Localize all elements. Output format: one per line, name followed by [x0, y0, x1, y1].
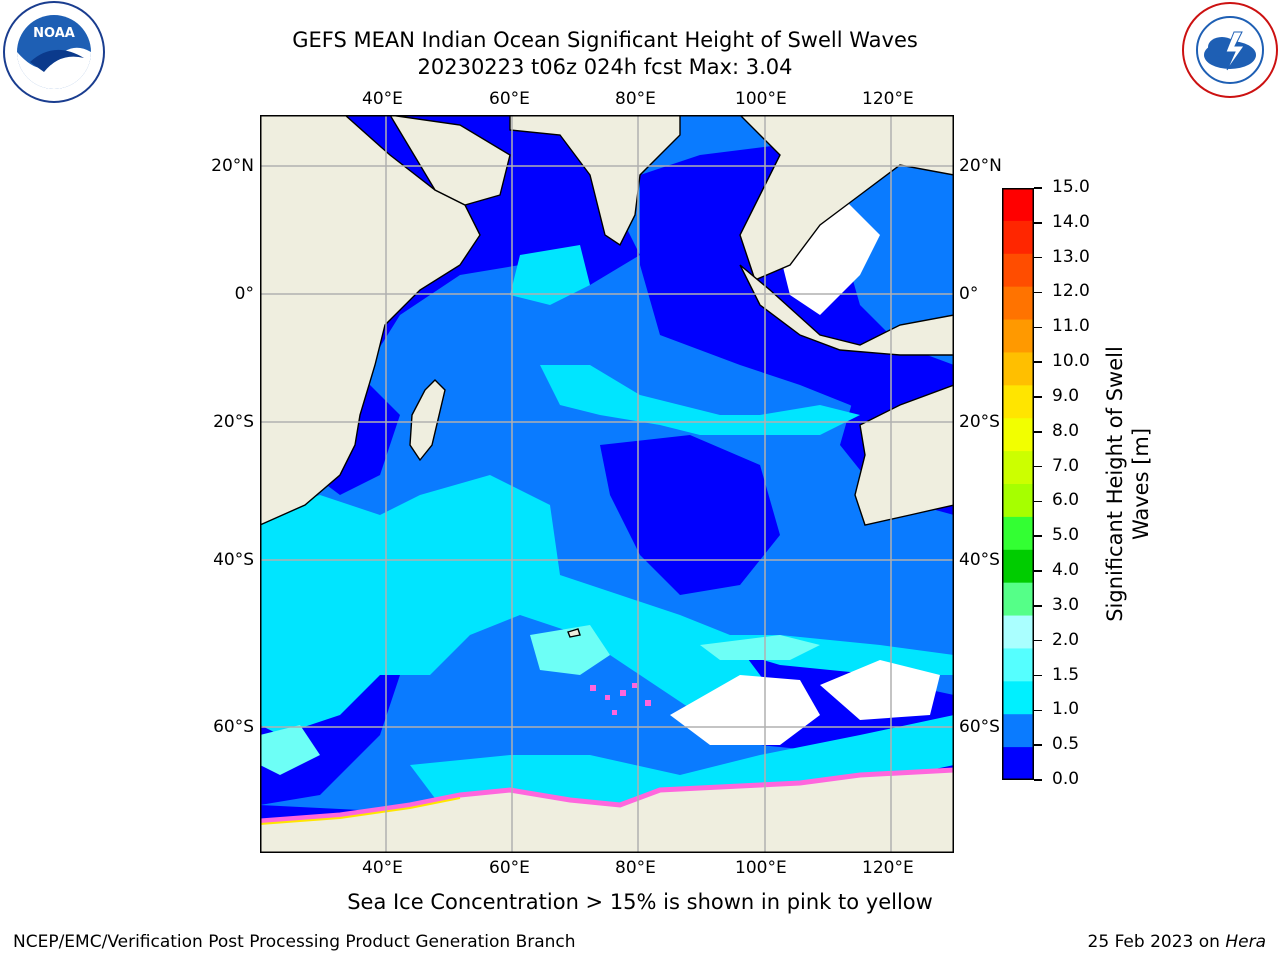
colorbar-tick-label: 11.0	[1052, 316, 1090, 337]
colorbar-tick-mark	[1034, 570, 1042, 572]
colorbar-swatch	[1002, 319, 1034, 353]
high-swell-patches	[260, 625, 820, 775]
colorbar-tick-label: 1.0	[1052, 699, 1080, 720]
colorbar-swatch	[1002, 549, 1034, 584]
lon-label-top-100e: 100°E	[735, 89, 787, 109]
sea-ice-note: Sea Ice Concentration > 15% is shown in …	[347, 890, 933, 914]
colorbar-tick-label: 5.0	[1052, 525, 1080, 546]
colorbar-swatch	[1002, 648, 1034, 682]
lon-label-top-60e: 60°E	[489, 89, 530, 109]
lat-label-left-20n: 20°N	[211, 156, 254, 176]
swell-height-map	[260, 115, 954, 853]
colorbar-tick-mark	[1034, 535, 1042, 537]
colorbar-tick-mark	[1034, 396, 1042, 398]
colorbar-swatch	[1002, 615, 1034, 649]
colorbar-tick-label: 9.0	[1052, 385, 1080, 406]
colorbar-tick-mark	[1034, 779, 1042, 781]
sea-ice-edge	[260, 767, 954, 824]
colorbar-swatch	[1002, 451, 1034, 485]
lat-label-left-0: 0°	[234, 284, 254, 304]
lon-label-bottom-100e: 100°E	[735, 858, 787, 878]
colorbar-tick-mark	[1034, 222, 1042, 224]
noaa-logo-text: NOAA	[33, 26, 75, 41]
colorbar-swatch	[1002, 220, 1034, 255]
colorbar-tick-mark	[1034, 291, 1042, 294]
colorbar-tick-mark	[1034, 709, 1042, 712]
lon-label-bottom-40e: 40°E	[362, 858, 403, 878]
colorbar-tick-label: 15.0	[1052, 177, 1090, 197]
colorbar	[1002, 188, 1034, 780]
colorbar-tick-label: 2.0	[1052, 629, 1080, 650]
sea-ice-patches	[590, 683, 651, 715]
colorbar-tick-mark	[1034, 187, 1042, 189]
sea-ice-edge-yellow	[260, 797, 461, 825]
colorbar-tick-mark	[1034, 674, 1042, 677]
colorbar-swatch	[1002, 253, 1034, 288]
forecast-subtitle: 20230223 t06z 024h fcst Max: 3.04	[417, 55, 793, 79]
colorbar-swatch	[1002, 385, 1034, 419]
lon-label-bottom-60e: 60°E	[489, 858, 530, 878]
footer-date: 25 Feb 2023 on Hera	[1087, 932, 1266, 952]
lat-label-left-20s: 20°S	[213, 412, 254, 432]
colorbar-tick-label: 3.0	[1052, 594, 1080, 615]
lon-label-bottom-120e: 120°E	[862, 858, 914, 878]
colorbar-tick-label: 13.0	[1052, 246, 1090, 267]
map-title: GEFS MEAN Indian Ocean Significant Heigh…	[292, 28, 918, 52]
colorbar-tick-label: 0.5	[1052, 734, 1080, 755]
colorbar-swatch	[1002, 352, 1034, 386]
colorbar-tick-mark	[1034, 256, 1042, 259]
map-border	[260, 115, 954, 853]
colorbar-tick-mark	[1034, 361, 1042, 363]
colorbar-tick-mark	[1034, 431, 1042, 433]
colorbar-tick-mark	[1034, 500, 1042, 503]
colorbar-tick-label: 8.0	[1052, 420, 1080, 441]
lat-label-right-0: 0°	[959, 284, 979, 304]
colorbar-swatch	[1002, 582, 1034, 617]
lon-label-top-120e: 120°E	[862, 89, 914, 109]
lat-label-right-20s: 20°S	[959, 412, 1000, 432]
colorbar-tick-mark	[1034, 744, 1042, 746]
colorbar-tick-label: 10.0	[1052, 351, 1090, 372]
colorbar-swatch	[1002, 188, 1034, 222]
lon-label-top-80e: 80°E	[615, 89, 656, 109]
footer-credit: NCEP/EMC/Verification Post Processing Pr…	[13, 932, 576, 952]
footer-host: Hera	[1225, 932, 1266, 952]
colorbar-tick-label: 4.0	[1052, 560, 1080, 581]
colorbar-tick-label: 1.5	[1052, 664, 1080, 685]
colorbar-tick-mark	[1034, 605, 1042, 607]
colorbar-tick-label: 6.0	[1052, 490, 1080, 511]
colorbar-swatch	[1002, 418, 1034, 452]
lon-label-bottom-80e: 80°E	[615, 858, 656, 878]
noaa-logo: NOAA	[3, 1, 105, 103]
gridlines	[260, 115, 954, 853]
colorbar-tick-label: 14.0	[1052, 211, 1090, 232]
colorbar-swatch	[1002, 681, 1034, 715]
lat-label-left-40s: 40°S	[213, 550, 254, 570]
colorbar-tick-label: 7.0	[1052, 455, 1080, 476]
colorbar-swatch	[1002, 286, 1034, 321]
colorbar-swatch	[1002, 714, 1034, 748]
colorbar-tick-mark	[1034, 639, 1042, 642]
colorbar-title: Significant Height of Swell Waves [m]	[1103, 346, 1153, 622]
lat-label-right-20n: 20°N	[959, 156, 1002, 176]
lon-label-top-40e: 40°E	[362, 89, 403, 109]
lat-label-right-40s: 40°S	[959, 550, 1000, 570]
colorbar-tick-label: 12.0	[1052, 281, 1090, 302]
lat-label-right-60s: 60°S	[959, 717, 1000, 737]
lat-label-left-60s: 60°S	[213, 717, 254, 737]
colorbar-tick-mark	[1034, 326, 1042, 329]
colorbar-swatch	[1002, 516, 1034, 551]
colorbar-swatch	[1002, 484, 1034, 518]
nws-logo	[1182, 2, 1278, 98]
colorbar-tick-mark	[1034, 465, 1042, 468]
colorbar-swatch	[1002, 747, 1034, 780]
colorbar-tick-label: 0.0	[1052, 769, 1080, 789]
